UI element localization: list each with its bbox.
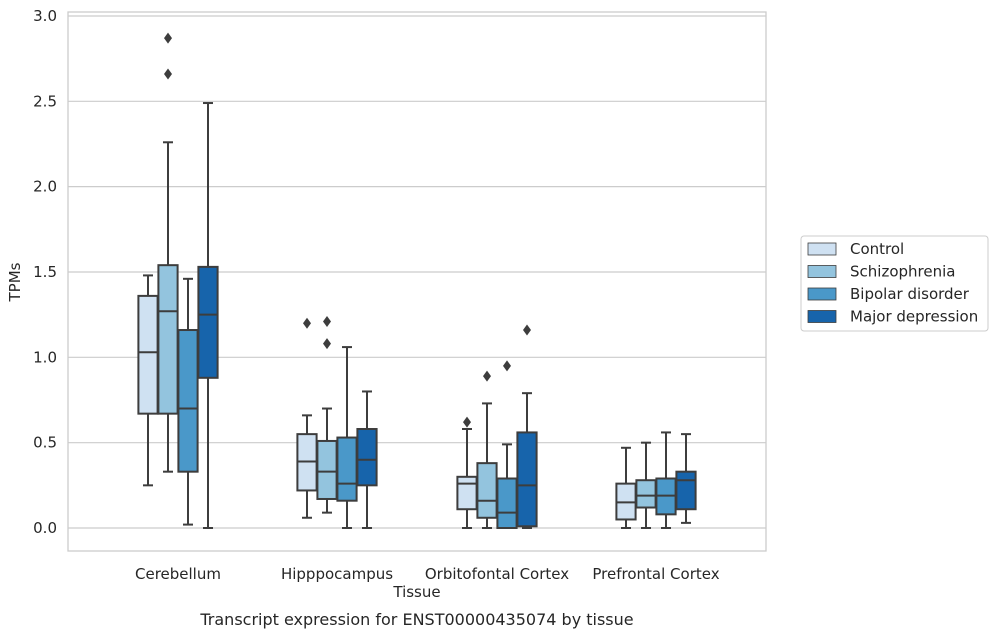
x-tick-labels: Cerebellum Hipppocampus Orbitofontal Corte… bbox=[135, 565, 720, 583]
y-tick-labels: 0.0 0.5 1.0 1.5 2.0 2.5 3.0 bbox=[33, 7, 57, 537]
x-tick-label: Cerebellum bbox=[135, 565, 221, 583]
box-plot-box bbox=[157, 32, 179, 473]
box-plot-box bbox=[516, 324, 538, 529]
box-body bbox=[316, 439, 338, 500]
x-tick-label: Hipppocampus bbox=[281, 565, 393, 583]
box-plot-box bbox=[356, 390, 378, 529]
legend-label: Control bbox=[850, 240, 904, 258]
box-plot-box bbox=[635, 441, 657, 529]
x-tick-label: Prefrontal Cortex bbox=[592, 565, 719, 583]
box-plot-box bbox=[197, 102, 219, 529]
y-tick-label: 0.5 bbox=[33, 434, 57, 452]
outlier-point bbox=[164, 68, 172, 80]
box-body bbox=[476, 462, 498, 519]
y-tick-label: 3.0 bbox=[33, 7, 57, 25]
legend-label: Bipolar disorder bbox=[850, 285, 970, 303]
box-body bbox=[675, 470, 697, 511]
box-plot-box bbox=[675, 433, 697, 524]
box-plot-marks bbox=[137, 32, 697, 530]
y-tick-label: 2.5 bbox=[33, 92, 57, 110]
chart-caption: Transcript expression for ENST0000043507… bbox=[199, 610, 633, 629]
box-plot-box bbox=[296, 317, 318, 519]
box-plot-box bbox=[137, 274, 159, 487]
outlier-point bbox=[323, 315, 331, 327]
outlier-point bbox=[323, 338, 331, 350]
y-tick-label: 1.0 bbox=[33, 348, 57, 366]
y-axis-label: TPMs bbox=[6, 262, 24, 302]
outlier-point bbox=[164, 32, 172, 44]
box-body bbox=[157, 264, 179, 415]
box-plot-box bbox=[655, 431, 677, 529]
legend-swatch bbox=[807, 287, 837, 301]
legend-label: Schizophrenia bbox=[850, 263, 955, 281]
box-body bbox=[516, 431, 538, 528]
y-tick-label: 1.5 bbox=[33, 263, 57, 281]
box-plot-box bbox=[496, 360, 518, 530]
box-plot-box bbox=[177, 277, 199, 526]
outlier-point bbox=[463, 416, 471, 428]
outlier-point bbox=[483, 370, 491, 382]
legend-frame bbox=[800, 235, 989, 332]
box-body bbox=[177, 329, 199, 473]
legend-swatch bbox=[807, 242, 837, 256]
outlier-point bbox=[503, 360, 511, 372]
x-axis-label: Tissue bbox=[392, 583, 440, 601]
box-plot-box bbox=[336, 346, 358, 529]
box-plot-box bbox=[615, 446, 637, 529]
outlier-point bbox=[523, 324, 531, 336]
legend-label: Major depression bbox=[850, 308, 978, 326]
box-body bbox=[635, 479, 657, 509]
box-body bbox=[496, 477, 518, 530]
y-tick-label: 2.0 bbox=[33, 178, 57, 196]
box-body bbox=[197, 265, 219, 379]
box-body bbox=[336, 436, 358, 502]
box-plot-box bbox=[476, 370, 498, 529]
plot-frame bbox=[67, 11, 767, 552]
outlier-point bbox=[303, 317, 311, 329]
x-tick-label: Orbitofontal Cortex bbox=[425, 565, 569, 583]
box-body bbox=[456, 475, 478, 511]
legend-swatch bbox=[807, 310, 837, 323]
box-body bbox=[356, 428, 378, 487]
box-body bbox=[137, 294, 159, 415]
box-plot-box bbox=[316, 315, 338, 514]
legend-swatch bbox=[807, 265, 837, 278]
box-plot-box bbox=[456, 416, 478, 529]
y-tick-label: 0.0 bbox=[33, 519, 57, 537]
legend: Control Schizophrenia Bipolar disorder Majo… bbox=[800, 235, 989, 332]
